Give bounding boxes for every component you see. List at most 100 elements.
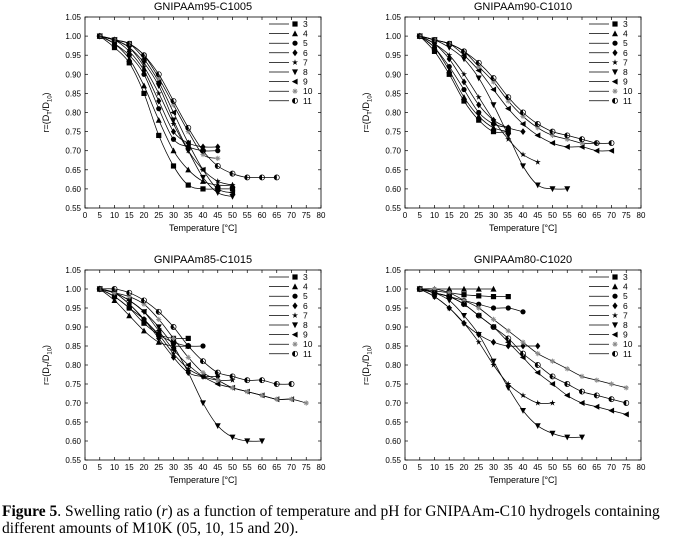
legend-marker — [612, 40, 618, 46]
data-point — [608, 140, 612, 146]
x-tick-label: 75 — [622, 463, 631, 472]
y-tick-label: 0.80 — [65, 361, 81, 370]
legend-label: 9 — [303, 77, 308, 87]
y-tick-label: 0.75 — [65, 380, 81, 389]
data-point — [229, 186, 236, 192]
y-tick-label: 0.60 — [65, 185, 81, 194]
data-point — [505, 124, 511, 132]
data-point — [446, 41, 450, 47]
legend-marker — [612, 351, 615, 357]
y-tick-label: 0.85 — [385, 342, 401, 351]
y-tick-label: 1.00 — [65, 32, 81, 41]
legend-label: 3 — [303, 19, 308, 29]
data-point — [214, 423, 221, 429]
data-point — [623, 385, 629, 391]
data-point — [446, 294, 450, 300]
data-point — [490, 338, 497, 346]
y-tick-label: 0.90 — [385, 323, 401, 332]
data-point — [490, 86, 497, 93]
data-point — [564, 186, 571, 193]
data-point — [259, 392, 265, 398]
x-tick-label: 25 — [474, 211, 483, 220]
data-point — [185, 365, 192, 372]
x-tick-label: 70 — [607, 463, 616, 472]
series-line — [99, 35, 233, 194]
x-tick-label: 20 — [460, 211, 469, 220]
data-point — [579, 140, 585, 146]
data-point — [155, 339, 162, 345]
legend-label: 4 — [303, 282, 308, 292]
data-point — [490, 79, 497, 85]
x-tick-label: 30 — [489, 463, 498, 472]
legend-label: 5 — [623, 38, 628, 48]
data-point — [185, 129, 191, 135]
caption-label: Figure 5 — [2, 503, 58, 520]
data-point — [156, 71, 159, 77]
data-point — [534, 399, 541, 406]
y-tick-label: 1.05 — [65, 13, 81, 22]
x-tick-label: 80 — [637, 463, 646, 472]
y-axis-label: r=(DT/D10) — [361, 345, 374, 385]
y-tick-label: 1.00 — [65, 285, 81, 294]
x-tick-label: 75 — [622, 211, 631, 220]
data-point — [476, 305, 482, 311]
legend-label: 8 — [303, 320, 308, 330]
y-tick-label: 0.55 — [385, 456, 401, 465]
legend-marker — [292, 283, 298, 290]
y-tick-label: 0.95 — [65, 51, 81, 60]
data-point — [417, 286, 420, 292]
data-point — [446, 67, 453, 74]
data-point — [490, 361, 497, 368]
data-point — [549, 132, 556, 139]
legend-marker — [291, 59, 299, 65]
x-tick-label: 50 — [548, 463, 557, 472]
x-tick-label: 5 — [98, 463, 103, 472]
x-tick-label: 40 — [519, 211, 528, 220]
legend-marker — [291, 78, 298, 85]
data-point — [490, 358, 497, 365]
x-tick-label: 15 — [125, 463, 134, 472]
legend-label: 10 — [623, 86, 633, 96]
x-axis-label: Temperature [°C] — [489, 475, 557, 485]
x-tick-label: 45 — [533, 211, 542, 220]
x-tick-label: 70 — [287, 211, 296, 220]
data-point — [155, 327, 162, 334]
y-axis-label: r=(DT/D10) — [41, 345, 54, 385]
x-tick-label: 35 — [504, 463, 513, 472]
x-tick-label: 55 — [563, 211, 572, 220]
data-point — [170, 324, 174, 330]
data-point — [461, 297, 467, 303]
x-tick-label: 20 — [460, 463, 469, 472]
data-point — [476, 117, 482, 123]
data-point — [244, 377, 248, 383]
data-point — [446, 44, 453, 51]
legend-label: 5 — [623, 291, 628, 301]
data-point — [185, 166, 192, 173]
series-line — [99, 288, 233, 381]
data-point — [170, 120, 177, 127]
y-tick-label: 0.85 — [385, 89, 401, 98]
data-point — [199, 373, 206, 380]
data-point — [475, 113, 482, 119]
x-tick-label: 20 — [140, 463, 149, 472]
data-point — [214, 185, 221, 192]
y-tick-label: 0.60 — [65, 437, 81, 446]
x-tick-label: 0 — [403, 211, 408, 220]
data-point — [535, 121, 538, 127]
data-point — [126, 55, 133, 62]
y-tick-label: 0.70 — [65, 399, 81, 408]
data-point — [431, 48, 438, 54]
data-point — [141, 301, 147, 307]
data-point — [549, 399, 556, 406]
legend-marker — [612, 322, 618, 329]
x-tick-label: 15 — [445, 463, 454, 472]
data-point — [140, 63, 148, 70]
x-tick-label: 35 — [184, 463, 193, 472]
data-point — [578, 143, 585, 150]
x-tick-label: 40 — [199, 211, 208, 220]
x-tick-label: 60 — [578, 463, 587, 472]
data-point — [564, 434, 571, 441]
x-tick-label: 65 — [592, 211, 601, 220]
series-line — [99, 35, 233, 197]
